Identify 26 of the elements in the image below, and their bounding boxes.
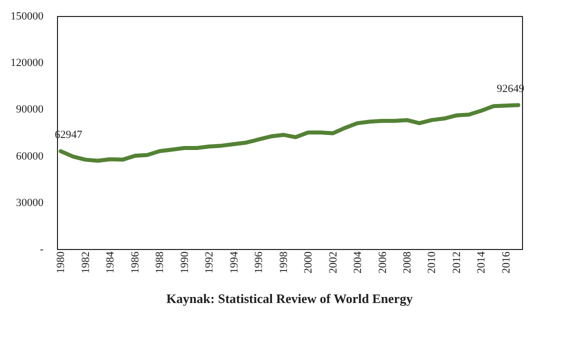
y-tick-label: 60000 (16, 150, 44, 162)
x-tick-label: 2006 (376, 251, 389, 274)
x-tick-label: 1994 (228, 251, 240, 274)
y-tick-label: 30000 (16, 196, 44, 209)
y-tick-label: 90000 (16, 104, 44, 116)
y-tick-label: 150000 (10, 10, 44, 22)
y-tick-label: - (40, 244, 44, 256)
x-tick-label: 2016 (500, 251, 512, 274)
x-tick-label: 2014 (476, 251, 488, 274)
x-tick-label: 2000 (302, 251, 315, 274)
x-tick-label: 1990 (178, 251, 191, 274)
x-tick-label: 1984 (104, 251, 117, 274)
x-tick-label: 2012 (450, 252, 463, 274)
y-tick-label: 120000 (10, 57, 44, 70)
x-tick-label: 2002 (327, 252, 340, 274)
x-tick-label: 1988 (154, 251, 166, 274)
x-tick-label: 1982 (80, 252, 92, 274)
x-tick-label: 1980 (55, 251, 68, 274)
x-tick-label: 1998 (278, 251, 290, 274)
x-tick-label: 1992 (204, 252, 216, 274)
x-tick-label: 1996 (253, 251, 266, 274)
x-tick-label: 1986 (129, 251, 142, 274)
x-tick-label: 2010 (426, 251, 438, 274)
x-tick-label: 2004 (352, 251, 364, 274)
text: Kaynak: Statistical Review of World Energy (166, 291, 414, 306)
x-tick-label: 2008 (401, 251, 414, 274)
